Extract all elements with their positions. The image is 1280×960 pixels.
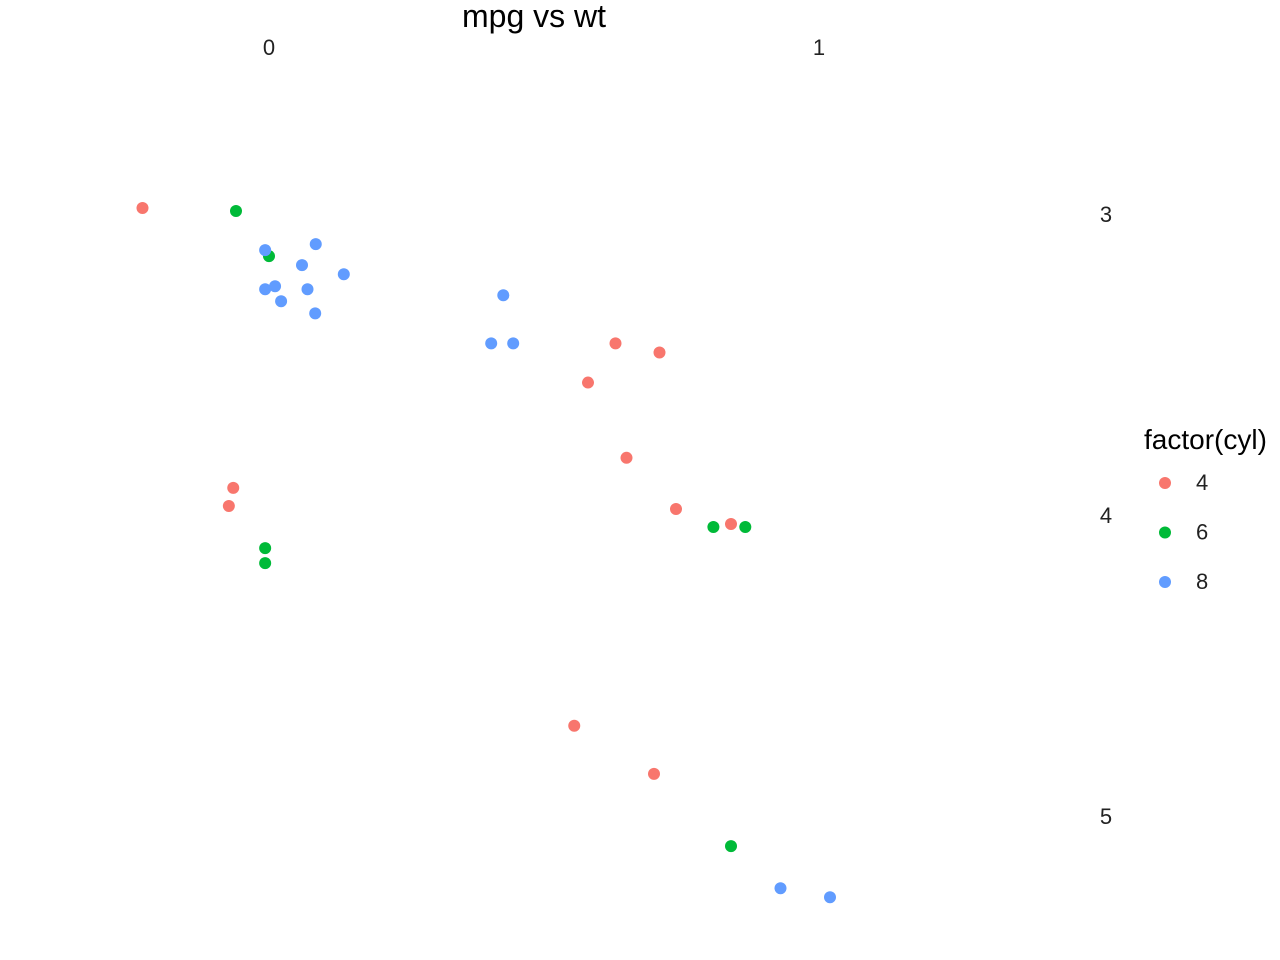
legend-title: factor(cyl) (1144, 424, 1267, 455)
y-tick-label: 4 (1100, 503, 1112, 528)
plot-points (136, 201, 836, 904)
legend-key-8 (1159, 576, 1171, 588)
data-point-cyl-4 (582, 376, 594, 389)
data-point-cyl-8 (269, 280, 282, 293)
data-point-cyl-8 (497, 289, 510, 302)
data-point-cyl-4 (725, 518, 737, 531)
data-point-cyl-8 (337, 268, 350, 281)
data-point-cyl-8 (301, 283, 314, 296)
data-point-cyl-4 (609, 337, 622, 350)
data-point-cyl-6 (259, 542, 272, 555)
data-point-cyl-8 (259, 283, 272, 296)
data-point-cyl-4 (222, 499, 235, 512)
data-point-cyl-8 (275, 295, 288, 308)
data-point-cyl-8 (309, 307, 322, 320)
chart-title: mpg vs wt (462, 0, 606, 34)
x-tick-label: 1 (813, 35, 825, 60)
data-point-cyl-4 (227, 481, 240, 494)
x-tick-label: 0 (263, 35, 275, 60)
data-point-cyl-4 (670, 502, 682, 515)
data-point-cyl-4 (568, 719, 581, 732)
data-point-cyl-6 (230, 204, 242, 217)
y-tick-label: 3 (1100, 202, 1112, 227)
data-point-cyl-6 (707, 521, 720, 534)
legend-label: 4 (1196, 470, 1208, 495)
data-point-cyl-8 (485, 337, 498, 350)
legend-key-4 (1159, 477, 1171, 489)
legend-label: 6 (1196, 520, 1208, 545)
data-point-cyl-6 (725, 840, 737, 853)
data-point-cyl-6 (739, 521, 752, 534)
data-point-cyl-4 (648, 767, 660, 780)
data-point-cyl-4 (653, 346, 666, 359)
data-point-cyl-4 (136, 201, 149, 214)
data-point-cyl-8 (507, 337, 520, 350)
legend: factor(cyl) 4 6 8 (1144, 424, 1267, 594)
data-point-cyl-8 (774, 882, 787, 895)
legend-key-6 (1159, 526, 1171, 539)
data-point-cyl-8 (309, 238, 322, 251)
y-axis-ticks: 3 4 5 (1100, 202, 1112, 829)
legend-label: 8 (1196, 569, 1208, 594)
legend-items: 4 6 8 (1159, 470, 1208, 594)
data-point-cyl-6 (259, 557, 272, 570)
data-point-cyl-8 (259, 244, 272, 257)
data-point-cyl-8 (296, 259, 308, 272)
data-point-cyl-4 (620, 451, 633, 464)
data-point-cyl-8 (824, 891, 836, 904)
y-tick-label: 5 (1100, 804, 1112, 829)
